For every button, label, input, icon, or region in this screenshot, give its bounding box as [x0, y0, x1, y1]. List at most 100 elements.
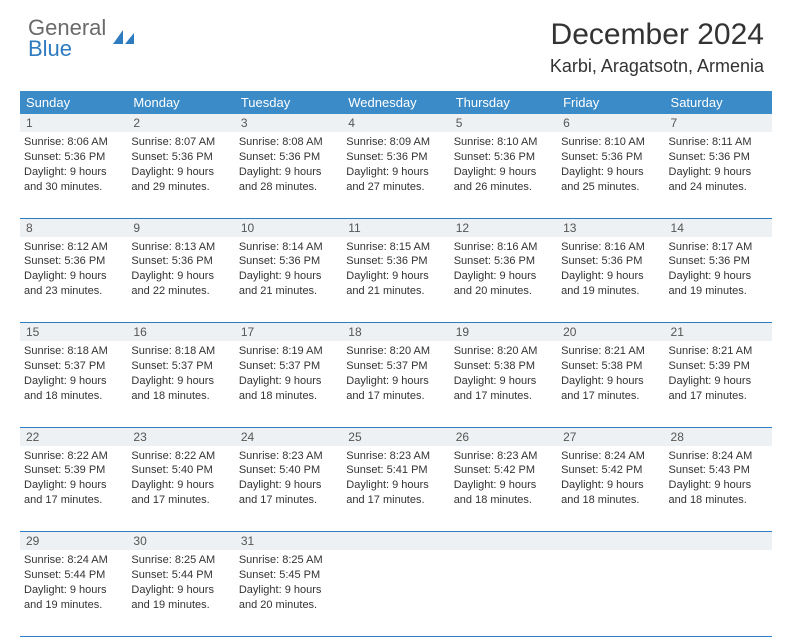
day-details: Sunrise: 8:18 AMSunset: 5:37 PMDaylight:…: [20, 341, 127, 409]
day-number-row: 1234567: [20, 114, 772, 132]
weekday-header: Tuesday: [235, 91, 342, 114]
day-number-row: 891011121314: [20, 218, 772, 237]
day-number-cell: 6: [557, 114, 664, 132]
day-number-cell: 29: [20, 532, 127, 551]
day-number-cell: 17: [235, 323, 342, 342]
day-details: Sunrise: 8:25 AMSunset: 5:45 PMDaylight:…: [235, 550, 342, 618]
day-number-cell: [665, 532, 772, 551]
weekday-header: Saturday: [665, 91, 772, 114]
day-details: Sunrise: 8:09 AMSunset: 5:36 PMDaylight:…: [342, 132, 449, 200]
page-title: December 2024: [550, 18, 764, 52]
day-details: Sunrise: 8:23 AMSunset: 5:40 PMDaylight:…: [235, 446, 342, 514]
day-number-row: 15161718192021: [20, 323, 772, 342]
day-details: Sunrise: 8:22 AMSunset: 5:39 PMDaylight:…: [20, 446, 127, 514]
day-details: Sunrise: 8:10 AMSunset: 5:36 PMDaylight:…: [450, 132, 557, 200]
day-body-cell: Sunrise: 8:24 AMSunset: 5:44 PMDaylight:…: [20, 550, 127, 636]
day-number-row: 293031: [20, 532, 772, 551]
day-number-cell: 23: [127, 427, 234, 446]
day-number-cell: 4: [342, 114, 449, 132]
day-details: Sunrise: 8:16 AMSunset: 5:36 PMDaylight:…: [450, 237, 557, 305]
weekday-header-row: Sunday Monday Tuesday Wednesday Thursday…: [20, 91, 772, 114]
day-number-cell: 21: [665, 323, 772, 342]
day-details: Sunrise: 8:24 AMSunset: 5:42 PMDaylight:…: [557, 446, 664, 514]
day-body-cell: [557, 550, 664, 636]
day-body-cell: Sunrise: 8:10 AMSunset: 5:36 PMDaylight:…: [557, 132, 664, 218]
day-body-cell: Sunrise: 8:20 AMSunset: 5:38 PMDaylight:…: [450, 341, 557, 427]
day-body-cell: Sunrise: 8:12 AMSunset: 5:36 PMDaylight:…: [20, 237, 127, 323]
day-body-cell: Sunrise: 8:17 AMSunset: 5:36 PMDaylight:…: [665, 237, 772, 323]
day-body-cell: Sunrise: 8:24 AMSunset: 5:42 PMDaylight:…: [557, 446, 664, 532]
day-number-cell: 25: [342, 427, 449, 446]
day-details: Sunrise: 8:11 AMSunset: 5:36 PMDaylight:…: [665, 132, 772, 200]
day-number-cell: 19: [450, 323, 557, 342]
day-number-cell: 30: [127, 532, 234, 551]
day-body-row: Sunrise: 8:22 AMSunset: 5:39 PMDaylight:…: [20, 446, 772, 532]
day-body-cell: Sunrise: 8:14 AMSunset: 5:36 PMDaylight:…: [235, 237, 342, 323]
calendar-body: 1234567Sunrise: 8:06 AMSunset: 5:36 PMDa…: [20, 114, 772, 636]
day-details: Sunrise: 8:20 AMSunset: 5:38 PMDaylight:…: [450, 341, 557, 409]
day-details: Sunrise: 8:08 AMSunset: 5:36 PMDaylight:…: [235, 132, 342, 200]
day-body-cell: Sunrise: 8:21 AMSunset: 5:39 PMDaylight:…: [665, 341, 772, 427]
day-body-cell: Sunrise: 8:21 AMSunset: 5:38 PMDaylight:…: [557, 341, 664, 427]
weekday-header: Monday: [127, 91, 234, 114]
day-details: Sunrise: 8:10 AMSunset: 5:36 PMDaylight:…: [557, 132, 664, 200]
day-number-cell: 11: [342, 218, 449, 237]
day-body-cell: [342, 550, 449, 636]
day-body-cell: Sunrise: 8:20 AMSunset: 5:37 PMDaylight:…: [342, 341, 449, 427]
day-details: Sunrise: 8:12 AMSunset: 5:36 PMDaylight:…: [20, 237, 127, 305]
day-number-cell: 5: [450, 114, 557, 132]
day-number-cell: 12: [450, 218, 557, 237]
day-body-cell: Sunrise: 8:22 AMSunset: 5:40 PMDaylight:…: [127, 446, 234, 532]
calendar-table: Sunday Monday Tuesday Wednesday Thursday…: [20, 91, 772, 637]
day-body-row: Sunrise: 8:06 AMSunset: 5:36 PMDaylight:…: [20, 132, 772, 218]
day-body-cell: Sunrise: 8:18 AMSunset: 5:37 PMDaylight:…: [127, 341, 234, 427]
day-body-row: Sunrise: 8:18 AMSunset: 5:37 PMDaylight:…: [20, 341, 772, 427]
day-body-cell: Sunrise: 8:23 AMSunset: 5:41 PMDaylight:…: [342, 446, 449, 532]
weekday-header: Thursday: [450, 91, 557, 114]
day-body-cell: Sunrise: 8:19 AMSunset: 5:37 PMDaylight:…: [235, 341, 342, 427]
day-body-cell: Sunrise: 8:23 AMSunset: 5:42 PMDaylight:…: [450, 446, 557, 532]
day-details: Sunrise: 8:20 AMSunset: 5:37 PMDaylight:…: [342, 341, 449, 409]
day-details: Sunrise: 8:16 AMSunset: 5:36 PMDaylight:…: [557, 237, 664, 305]
weekday-header: Wednesday: [342, 91, 449, 114]
day-details: Sunrise: 8:23 AMSunset: 5:41 PMDaylight:…: [342, 446, 449, 514]
brand-logo: General Blue: [28, 18, 136, 60]
day-body-cell: Sunrise: 8:16 AMSunset: 5:36 PMDaylight:…: [450, 237, 557, 323]
day-body-cell: Sunrise: 8:18 AMSunset: 5:37 PMDaylight:…: [20, 341, 127, 427]
day-details: Sunrise: 8:21 AMSunset: 5:39 PMDaylight:…: [665, 341, 772, 409]
day-body-cell: Sunrise: 8:07 AMSunset: 5:36 PMDaylight:…: [127, 132, 234, 218]
weekday-header: Sunday: [20, 91, 127, 114]
day-body-cell: Sunrise: 8:10 AMSunset: 5:36 PMDaylight:…: [450, 132, 557, 218]
day-details: Sunrise: 8:19 AMSunset: 5:37 PMDaylight:…: [235, 341, 342, 409]
day-number-cell: 2: [127, 114, 234, 132]
day-details: Sunrise: 8:14 AMSunset: 5:36 PMDaylight:…: [235, 237, 342, 305]
day-details: Sunrise: 8:17 AMSunset: 5:36 PMDaylight:…: [665, 237, 772, 305]
day-number-cell: 8: [20, 218, 127, 237]
day-number-row: 22232425262728: [20, 427, 772, 446]
day-body-cell: [665, 550, 772, 636]
day-number-cell: 14: [665, 218, 772, 237]
day-body-cell: [450, 550, 557, 636]
day-details: Sunrise: 8:24 AMSunset: 5:43 PMDaylight:…: [665, 446, 772, 514]
weekday-header: Friday: [557, 91, 664, 114]
day-body-cell: Sunrise: 8:25 AMSunset: 5:45 PMDaylight:…: [235, 550, 342, 636]
day-number-cell: 20: [557, 323, 664, 342]
day-number-cell: 3: [235, 114, 342, 132]
day-body-cell: Sunrise: 8:08 AMSunset: 5:36 PMDaylight:…: [235, 132, 342, 218]
day-number-cell: 13: [557, 218, 664, 237]
brand-word2: Blue: [28, 36, 72, 61]
day-body-cell: Sunrise: 8:06 AMSunset: 5:36 PMDaylight:…: [20, 132, 127, 218]
day-details: Sunrise: 8:18 AMSunset: 5:37 PMDaylight:…: [127, 341, 234, 409]
day-body-row: Sunrise: 8:12 AMSunset: 5:36 PMDaylight:…: [20, 237, 772, 323]
day-body-cell: Sunrise: 8:22 AMSunset: 5:39 PMDaylight:…: [20, 446, 127, 532]
day-number-cell: 16: [127, 323, 234, 342]
day-body-cell: Sunrise: 8:09 AMSunset: 5:36 PMDaylight:…: [342, 132, 449, 218]
day-body-row: Sunrise: 8:24 AMSunset: 5:44 PMDaylight:…: [20, 550, 772, 636]
day-number-cell: 31: [235, 532, 342, 551]
day-number-cell: 15: [20, 323, 127, 342]
day-number-cell: 7: [665, 114, 772, 132]
day-details: Sunrise: 8:21 AMSunset: 5:38 PMDaylight:…: [557, 341, 664, 409]
day-number-cell: [450, 532, 557, 551]
day-number-cell: 24: [235, 427, 342, 446]
day-details: Sunrise: 8:25 AMSunset: 5:44 PMDaylight:…: [127, 550, 234, 618]
